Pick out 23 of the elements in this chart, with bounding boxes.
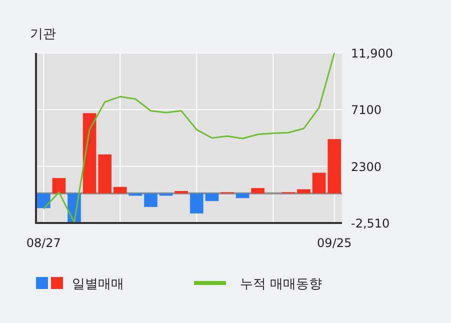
legend-label: 누적 매매동향 [240, 277, 322, 292]
line-series [42, 53, 336, 223]
bar [98, 154, 112, 194]
bar [144, 193, 158, 207]
bar [312, 172, 326, 194]
y-tick-label: 2300 [351, 160, 382, 174]
x-tick-label: 09/25 [317, 236, 352, 250]
bar [82, 113, 96, 194]
legend-label: 일별매매 [72, 277, 124, 292]
bar [251, 188, 265, 194]
y-tick-label: 7100 [351, 103, 382, 118]
bar [236, 193, 250, 198]
bar [297, 189, 310, 194]
bar [52, 178, 66, 194]
y-tick-label: -2,510 [351, 216, 390, 230]
bar [328, 139, 342, 194]
y-tick-label: 11,900 [351, 46, 393, 60]
bar [36, 193, 50, 208]
bar [113, 186, 127, 194]
bar [190, 193, 204, 214]
bar [205, 193, 219, 202]
chart-title: 기관 [30, 27, 56, 42]
x-tick-label: 08/27 [26, 236, 61, 250]
